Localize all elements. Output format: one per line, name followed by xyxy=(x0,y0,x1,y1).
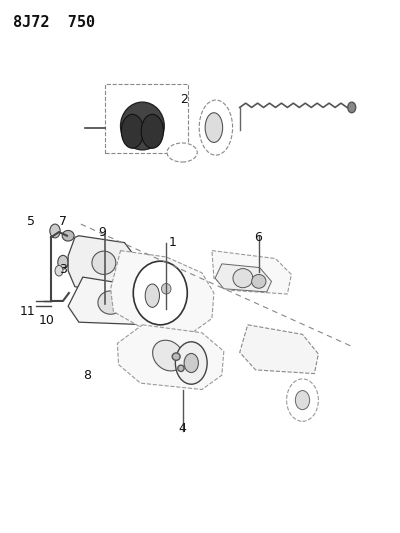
Ellipse shape xyxy=(141,114,164,148)
Text: 5: 5 xyxy=(27,215,35,228)
Circle shape xyxy=(50,224,60,238)
Ellipse shape xyxy=(205,113,223,142)
Ellipse shape xyxy=(133,261,187,325)
Ellipse shape xyxy=(167,143,197,162)
Ellipse shape xyxy=(233,269,253,288)
Circle shape xyxy=(175,342,207,384)
Circle shape xyxy=(184,353,198,373)
Ellipse shape xyxy=(153,340,184,371)
Ellipse shape xyxy=(162,284,171,294)
Circle shape xyxy=(55,265,63,276)
Polygon shape xyxy=(117,325,224,390)
Ellipse shape xyxy=(172,353,180,360)
Text: 11: 11 xyxy=(19,305,35,318)
Polygon shape xyxy=(68,236,138,295)
Ellipse shape xyxy=(62,230,74,241)
Text: 7: 7 xyxy=(59,215,67,228)
Text: 8: 8 xyxy=(83,369,91,382)
Ellipse shape xyxy=(199,100,232,155)
Text: 1: 1 xyxy=(168,236,176,249)
Text: 2: 2 xyxy=(180,93,188,106)
Polygon shape xyxy=(215,264,272,292)
Circle shape xyxy=(58,255,68,269)
Ellipse shape xyxy=(178,365,184,372)
Text: 3: 3 xyxy=(59,263,67,276)
Circle shape xyxy=(348,102,356,113)
Ellipse shape xyxy=(145,284,160,308)
Circle shape xyxy=(286,379,318,421)
Polygon shape xyxy=(240,325,318,374)
Polygon shape xyxy=(111,251,214,333)
Text: 6: 6 xyxy=(254,231,262,244)
Ellipse shape xyxy=(92,251,116,274)
Circle shape xyxy=(295,391,310,410)
Text: 9: 9 xyxy=(99,225,107,239)
Ellipse shape xyxy=(98,291,123,314)
Polygon shape xyxy=(68,277,152,325)
FancyBboxPatch shape xyxy=(105,84,188,152)
Ellipse shape xyxy=(252,274,266,288)
Polygon shape xyxy=(212,251,291,294)
Ellipse shape xyxy=(121,114,144,148)
Ellipse shape xyxy=(120,102,164,150)
Text: 8J72  750: 8J72 750 xyxy=(13,14,96,30)
Text: 4: 4 xyxy=(178,422,186,435)
Text: 10: 10 xyxy=(39,314,55,327)
